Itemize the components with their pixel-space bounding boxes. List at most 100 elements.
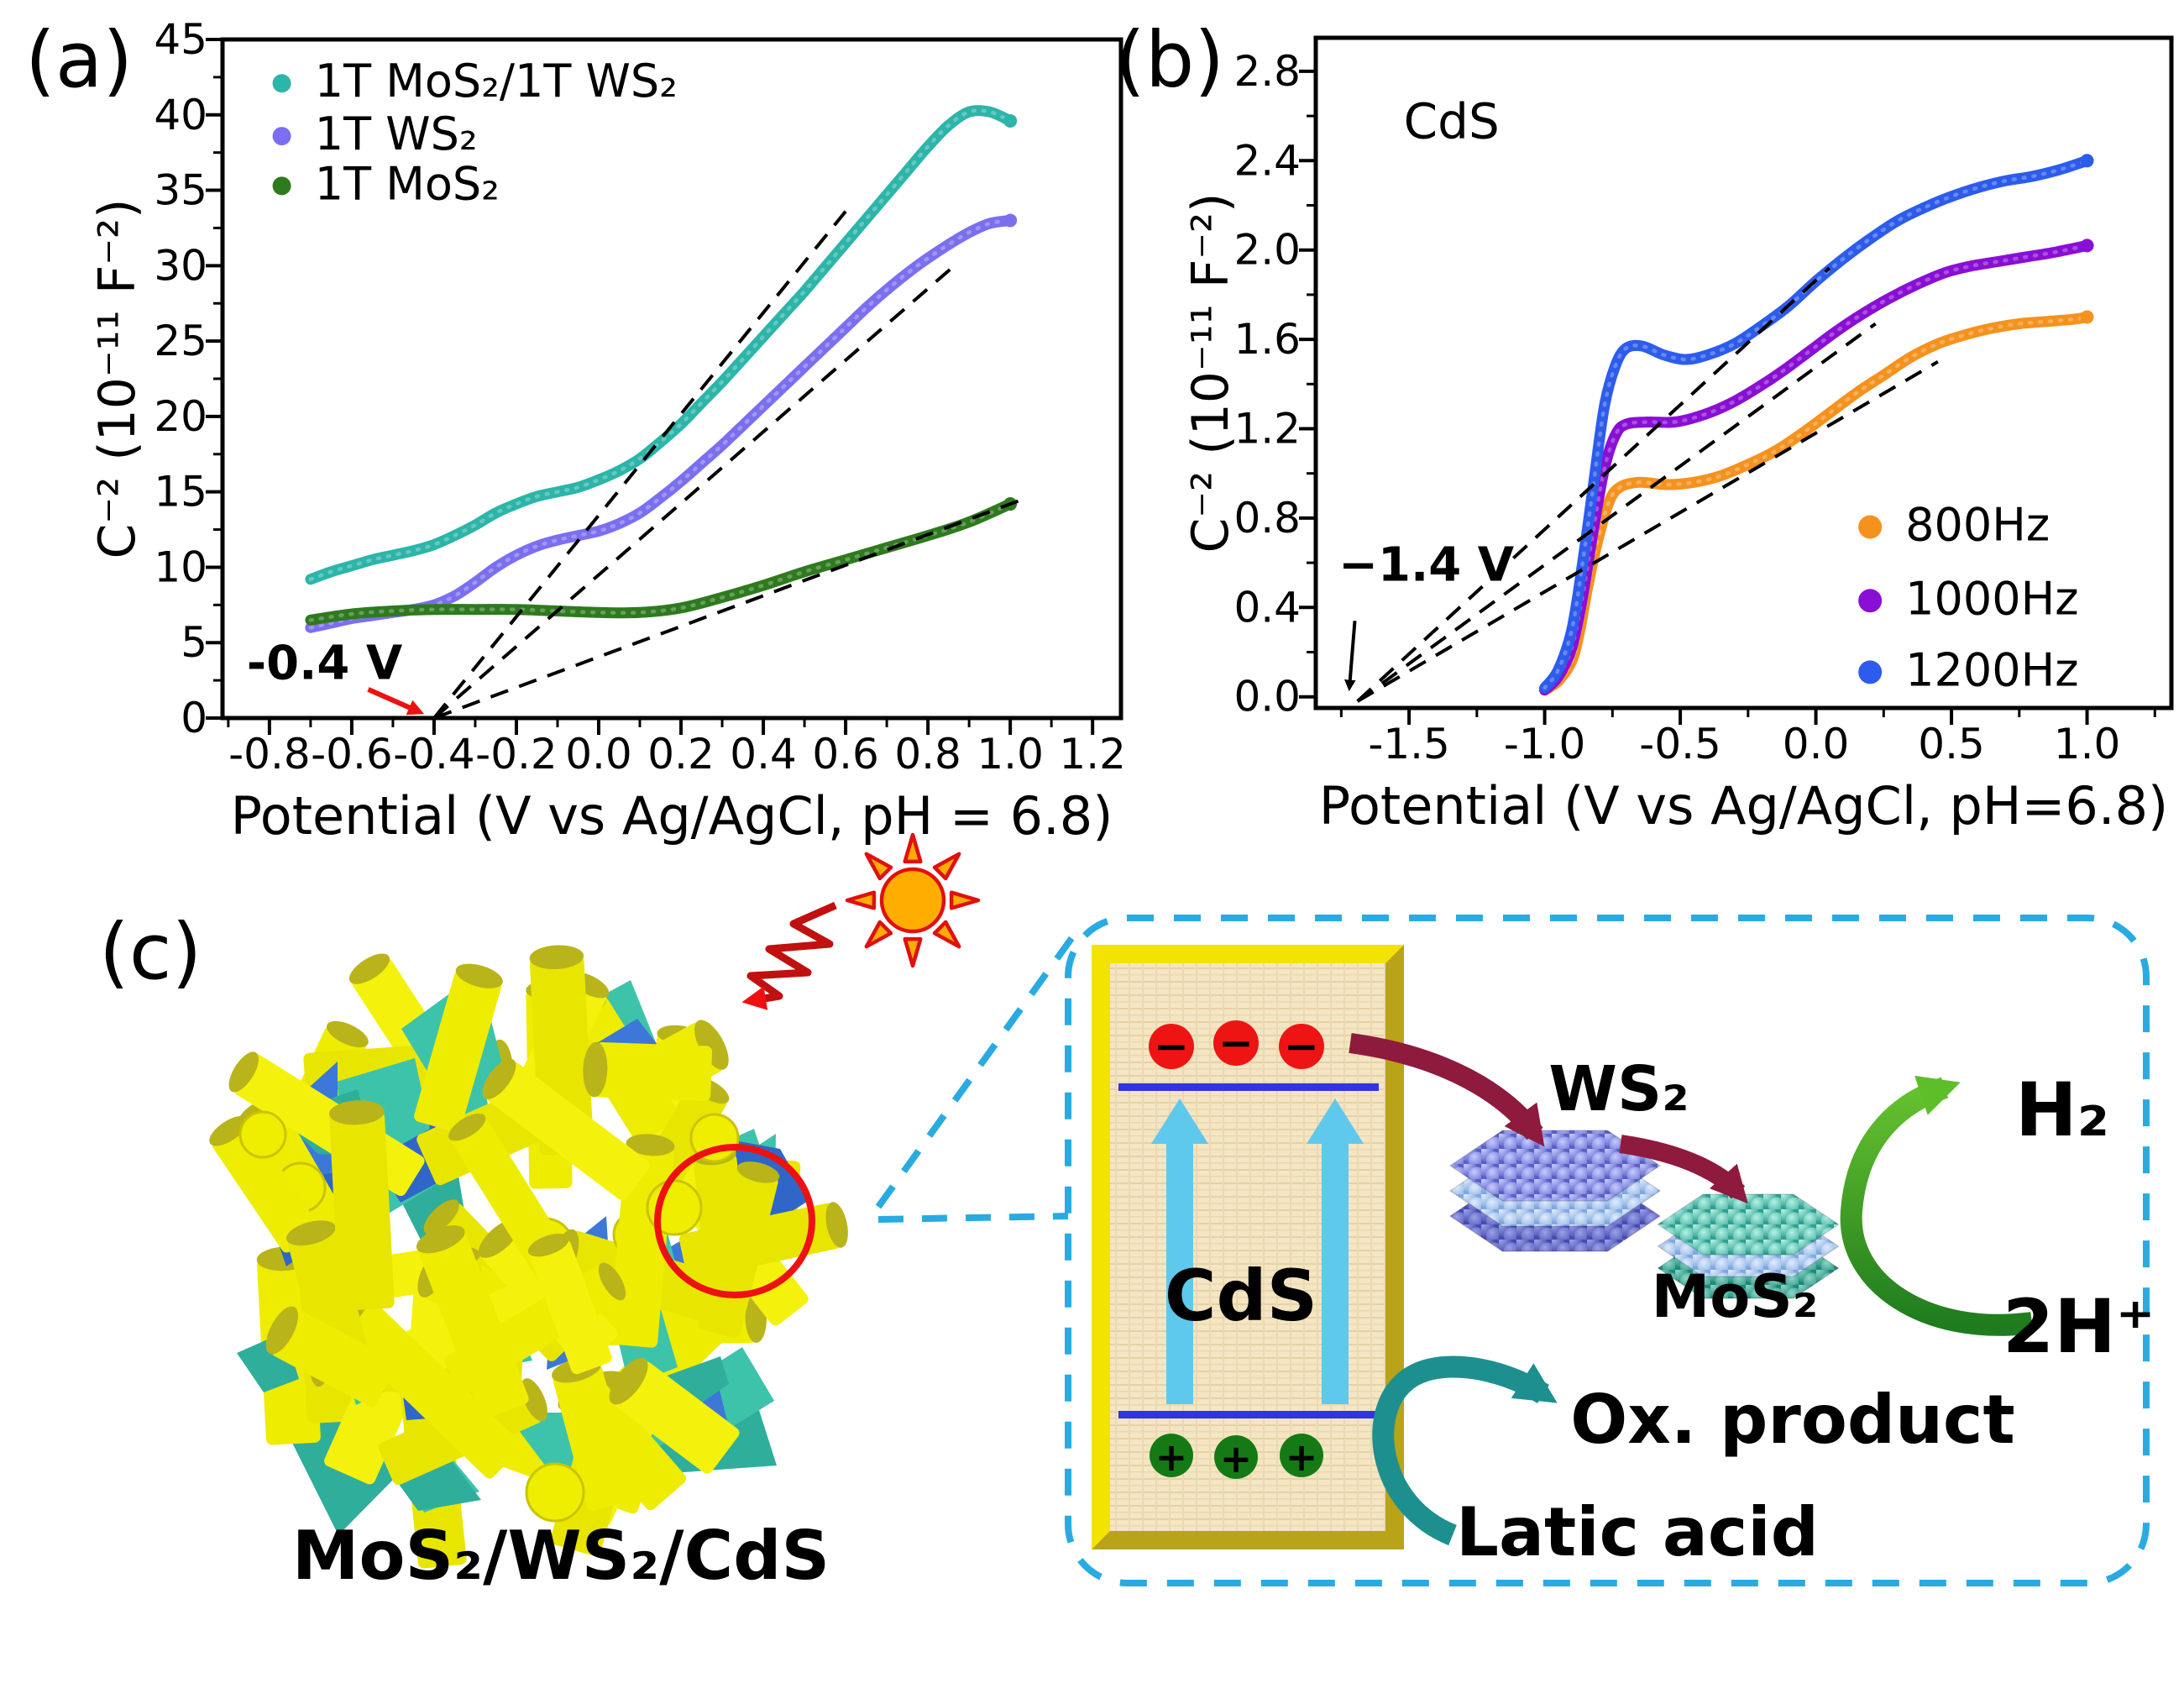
electron-transfer-arrow-1 — [1349, 1033, 1545, 1147]
hole-plus: + — [1155, 1434, 1188, 1480]
series-end-dot — [2080, 154, 2094, 168]
x-tick-label: -0.2 — [475, 730, 558, 779]
excitation-arrow-icon — [1151, 1098, 1208, 1404]
nanorod-endcap — [328, 1100, 385, 1125]
flatband-annotation-arrow — [367, 687, 425, 716]
x-tick-label: 0.2 — [647, 730, 715, 779]
panel-c-label: (c) — [99, 907, 202, 997]
flatband-fit-line — [1356, 359, 1939, 703]
legend-label: 1000Hz — [1905, 572, 2078, 625]
holes-row: + + + — [1150, 1434, 1323, 1481]
series-curve-1T MoS₂ — [305, 498, 1016, 626]
y-tick-label: 2.0 — [1233, 226, 1301, 275]
cds-nanorod — [414, 963, 503, 1133]
nanorod-body — [487, 1062, 650, 1201]
flatband-annotation-arrow — [1344, 621, 1357, 692]
y-tick-label: 30 — [154, 241, 207, 290]
nanorod-endcap — [209, 1115, 249, 1146]
y-tick-label: 40 — [154, 91, 207, 139]
legend-label: 1T MoS₂ — [315, 157, 500, 210]
sun-ray-icon — [949, 890, 981, 910]
electron-minus: − — [1284, 1022, 1319, 1071]
hole-icon — [1150, 1434, 1193, 1477]
sun-ray-icon — [903, 936, 923, 968]
legend-marker — [1858, 660, 1883, 684]
hole-icon — [1280, 1434, 1323, 1477]
cds-nanorod — [583, 1041, 713, 1101]
cds-nanorod — [209, 1115, 321, 1253]
ws2-nanosheet-icon — [1448, 1130, 1662, 1252]
nanorod-endcap — [423, 1199, 459, 1235]
series-curve-1000Hz — [1539, 239, 2093, 696]
nanorod-endcap — [736, 1161, 780, 1183]
nanorod-body — [530, 1239, 612, 1375]
cds-nanorod — [527, 1233, 612, 1375]
electrons-row: − − − — [1149, 1019, 1324, 1071]
mos2-label: MoS₂ — [1652, 1262, 1819, 1331]
x-tick-label: -0.4 — [393, 730, 475, 779]
x-axis-title: Potential (V vs Ag/AgCl, pH = 6.8) — [231, 785, 1113, 847]
y-tick-label: 35 — [154, 166, 207, 215]
flatband-fit-line — [432, 210, 847, 720]
sun-ray-icon — [932, 852, 961, 881]
series-bead-sheen — [1542, 244, 2089, 692]
x-tick-label: 0.0 — [565, 730, 632, 779]
nanorod-endcap — [455, 963, 503, 988]
electron-minus: − — [1218, 1019, 1254, 1067]
y-tick-label: 0 — [181, 694, 207, 742]
y-axis-title: C⁻² (10⁻¹¹ F⁻²) — [88, 199, 147, 559]
nanorod-endcap — [416, 1225, 465, 1254]
nanorod-endcap — [694, 1020, 729, 1070]
electron-transfer-arrow-2 — [1619, 1135, 1748, 1204]
valence-band-line — [1118, 1411, 1379, 1418]
sun-ray-icon — [864, 920, 893, 949]
series-end-dot — [2080, 239, 2094, 253]
inside-title: CdS — [1404, 93, 1500, 150]
x-tick-label: -0.6 — [311, 730, 393, 779]
legend-marker — [272, 74, 291, 93]
x-tick-label: 1.0 — [977, 730, 1044, 779]
series-bead-sheen — [308, 501, 1013, 622]
flatband-fit-line — [432, 265, 954, 720]
nanorod-endcap — [626, 1134, 675, 1156]
nanorod-body — [594, 1042, 713, 1101]
cds-nanorod — [482, 1058, 650, 1201]
y-tick-label: 5 — [181, 618, 207, 667]
y-tick-label: 1.6 — [1233, 315, 1301, 364]
nanorod-endcap — [521, 1378, 547, 1422]
nanorod-body — [614, 1361, 740, 1474]
nanorod-endcap — [527, 1233, 569, 1257]
lactic-acid-label: Latic acid — [1456, 1493, 1819, 1571]
hole-plus: + — [1286, 1434, 1318, 1480]
y-axis-title: C⁻² (10⁻¹¹ F⁻²) — [1181, 193, 1240, 553]
series-bead-sheen — [308, 108, 1013, 582]
x-tick-label: -0.8 — [228, 730, 311, 779]
flatband-annotation-text: -0.4 V — [247, 636, 403, 690]
series-end-dot — [1003, 213, 1018, 228]
y-tick-label: 2.8 — [1233, 47, 1301, 96]
electron-icon — [1213, 1020, 1259, 1066]
y-tick-label: 0.8 — [1233, 494, 1301, 543]
y-tick-label: 0.0 — [1233, 673, 1301, 721]
nanorod-endcap — [327, 1020, 369, 1048]
nanosheet-flake — [398, 1461, 481, 1511]
legend-label: 800Hz — [1905, 499, 2050, 552]
nanosheet-layer — [1448, 1130, 1662, 1202]
nanorod-body — [271, 1308, 397, 1408]
legend-marker — [1858, 589, 1883, 613]
cds-nanorod — [609, 1358, 740, 1474]
protons-label: 2H⁺ — [2003, 1283, 2155, 1370]
x-tick-label: 0.4 — [730, 730, 797, 779]
panel-b-label: (b) — [1115, 15, 1224, 105]
nanorod-endcap — [448, 1113, 486, 1141]
oxidation-arrow — [1372, 1355, 1558, 1546]
nanorod-endcap — [286, 1220, 336, 1246]
legend-label: 1T MoS₂/1T WS₂ — [315, 55, 678, 107]
nanorod-body — [212, 1120, 321, 1253]
y-tick-label: 25 — [154, 317, 207, 365]
plot-border — [1313, 35, 2174, 710]
nanorod-body — [553, 1365, 636, 1511]
electron-icon — [1149, 1024, 1194, 1069]
